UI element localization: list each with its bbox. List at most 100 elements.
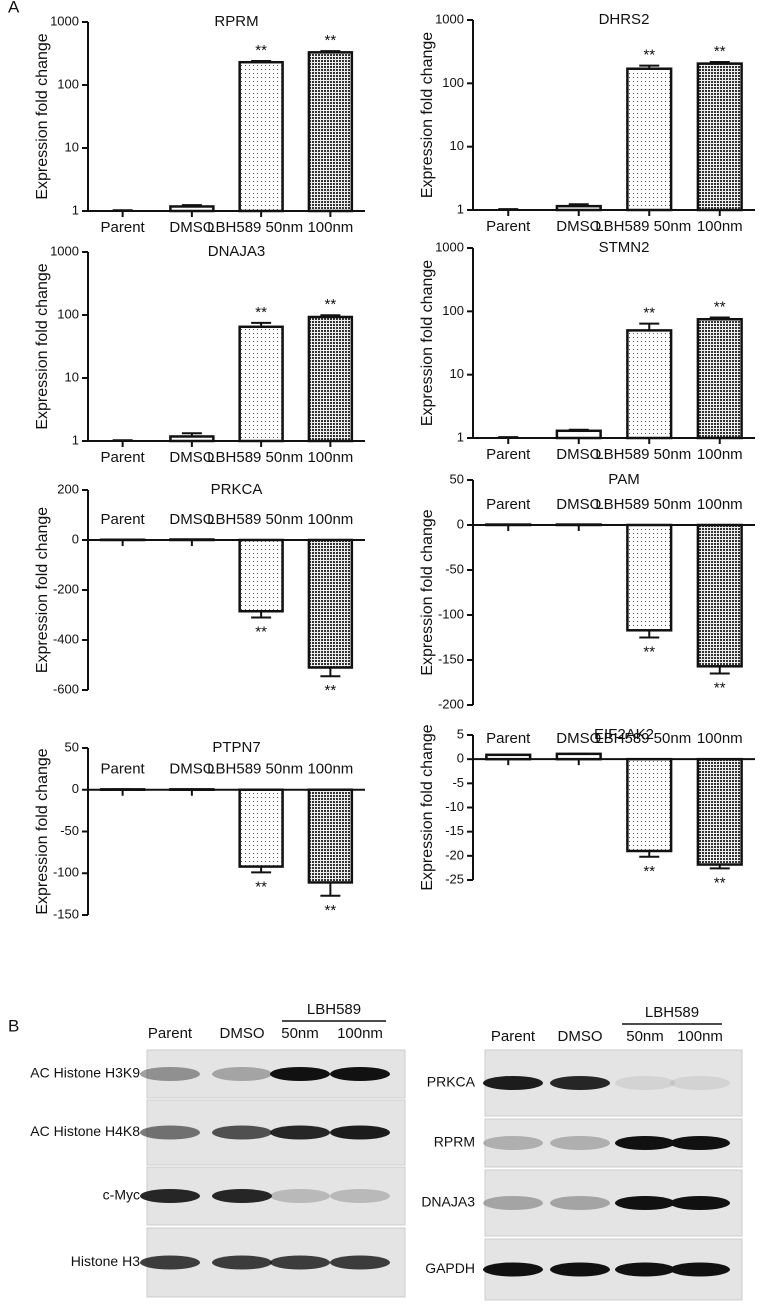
x-tick-label: Parent [486,446,531,463]
panel-label: A [8,0,20,16]
lane-label: Parent [148,1025,193,1042]
x-tick-label: LBH589 50nm [595,446,691,463]
bar [309,317,352,441]
bar [240,790,283,867]
y-tick-label: 5 [457,726,464,741]
y-tick-label: 1 [457,201,464,216]
chart-title: STMN2 [599,239,650,256]
blot-band [483,1196,543,1210]
blot-band [212,1126,272,1140]
y-axis-label: Expression fold change [34,507,51,673]
blot-band [670,1263,730,1277]
y-tick-label: 100 [57,76,79,91]
x-tick-label: LBH589 50nm [595,496,691,513]
blot-row-label: AC Histone H4K8 [30,1123,140,1139]
x-tick-label: Parent [486,496,531,513]
blot-band [330,1256,390,1270]
x-tick-label: 100nm [307,761,353,778]
bar [240,327,283,441]
y-tick-label: -5 [452,775,464,790]
blot-band [670,1076,730,1090]
significance-label: ** [714,874,726,891]
y-tick-label: -25 [445,871,464,886]
blot-band [212,1256,272,1270]
panel-label: B [8,1016,19,1035]
blot-band [615,1136,675,1150]
blot-band [550,1076,610,1090]
significance-label: ** [325,902,337,919]
x-tick-label: 100nm [307,219,353,236]
y-tick-label: 100 [442,303,464,318]
blot-row-label: GAPDH [425,1260,475,1276]
y-tick-label: -100 [53,865,79,880]
x-tick-label: 100nm [697,730,743,747]
y-tick-label: 0 [457,751,464,766]
error-bar [498,209,518,210]
bar [170,436,213,441]
y-tick-label: 1 [72,202,79,217]
error-bar [569,430,589,431]
y-tick-label: 1000 [50,243,79,258]
significance-label: ** [255,42,267,59]
lane-label: 100nm [337,1025,383,1042]
lane-label: DMSO [220,1025,265,1042]
blot-group-label: LBH589 [307,1001,361,1018]
x-tick-label: LBH589 50nm [595,730,691,747]
blot-band [140,1256,200,1270]
significance-label: ** [643,643,655,660]
significance-label: ** [325,32,337,49]
x-tick-label: 100nm [697,218,743,235]
blot-row-label: RPRM [434,1134,475,1150]
chart-title: RPRM [214,13,258,30]
y-tick-label: 1 [457,429,464,444]
y-tick-label: -150 [438,651,464,666]
blot-band [615,1076,675,1090]
bar [170,206,213,211]
y-tick-label: 10 [65,369,79,384]
error-bar [498,437,518,438]
blot-band [330,1189,390,1203]
y-axis-label: Expression fold change [419,509,436,675]
y-tick-label: 10 [65,139,79,154]
blot-band [550,1196,610,1210]
y-tick-label: 1000 [50,13,79,28]
y-tick-label: 1 [72,432,79,447]
error-bar [113,440,133,441]
significance-label: ** [325,296,337,313]
x-tick-label: Parent [101,219,146,236]
bar [309,790,352,883]
x-tick-label: Parent [486,218,531,235]
blot-band [483,1076,543,1090]
lane-label: Parent [491,1028,536,1045]
y-axis-label: Expression fold change [419,260,436,426]
y-tick-label: 0 [457,516,464,531]
y-tick-label: -15 [445,823,464,838]
lane-label: 100nm [677,1028,723,1045]
significance-label: ** [325,682,337,699]
y-tick-label: -600 [53,681,79,696]
x-tick-label: 100nm [697,446,743,463]
error-bar [251,61,271,62]
x-tick-label: Parent [101,449,146,466]
blot-group-label: LBH589 [645,1004,699,1021]
y-tick-label: -20 [445,847,464,862]
lane-label: 50nm [626,1028,664,1045]
y-tick-label: 100 [57,306,79,321]
y-tick-label: 100 [442,75,464,90]
y-axis-label: Expression fold change [419,32,436,198]
error-bar [320,882,340,895]
y-tick-label: 10 [450,366,464,381]
blot-band [670,1196,730,1210]
significance-label: ** [255,304,267,321]
x-tick-label: LBH589 50nm [207,449,303,466]
blot-band [270,1256,330,1270]
y-axis-label: Expression fold change [34,263,51,429]
blot-band [670,1136,730,1150]
significance-label: ** [643,47,655,64]
blot-band [140,1126,200,1140]
blot-band [330,1126,390,1140]
x-tick-label: 100nm [697,496,743,513]
blot-band [140,1189,200,1203]
bar [698,759,742,864]
x-tick-label: Parent [101,511,146,528]
